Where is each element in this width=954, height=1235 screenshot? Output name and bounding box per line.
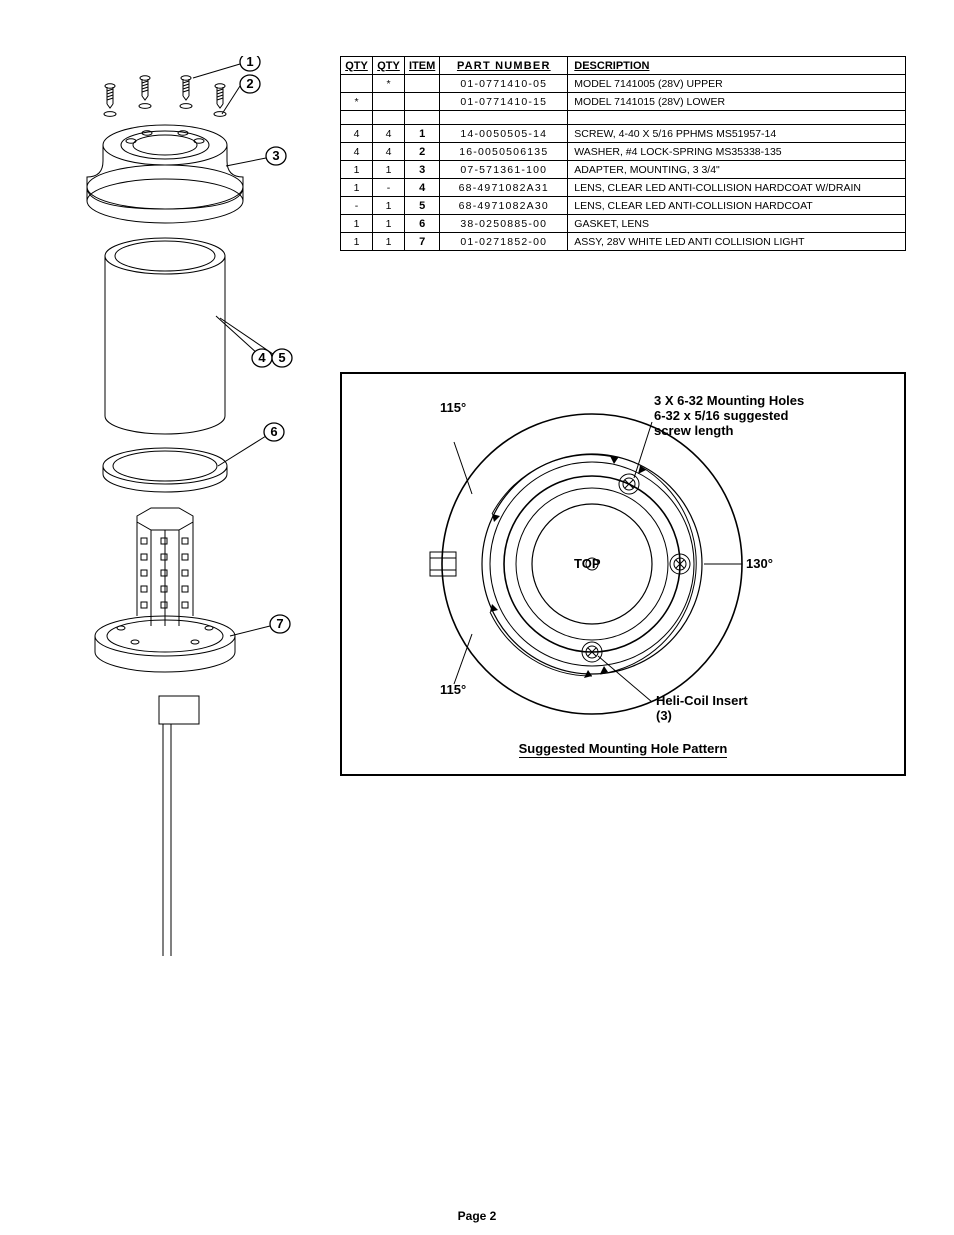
page: 1 2 3 4 5 6 7 QTY QTY ITEM PART NUMBER D… [0, 0, 954, 1235]
table-row: 1 - 4 68-4971082A31 LENS, CLEAR LED ANTI… [341, 179, 906, 197]
mounting-holes-note: 3 X 6-32 Mounting Holes 6-32 x 5/16 sugg… [654, 394, 804, 439]
parts-table: QTY QTY ITEM PART NUMBER DESCRIPTION * 0… [340, 56, 906, 251]
mounting-caption: Suggested Mounting Hole Pattern [342, 741, 904, 756]
table-row: 4 4 2 16-0050506135 WASHER, #4 LOCK-SPRI… [341, 143, 906, 161]
angle-label-115-bottom: 115° [440, 682, 466, 697]
header-partnumber: PART NUMBER [440, 57, 568, 75]
table-row: - 1 5 68-4971082A30 LENS, CLEAR LED ANTI… [341, 197, 906, 215]
svg-text:2: 2 [246, 76, 253, 91]
table-row: 4 4 1 14-0050505-14 SCREW, 4-40 X 5/16 P… [341, 125, 906, 143]
top-label: TOP [574, 556, 601, 571]
table-row: 1 1 7 01-0271852-00 ASSY, 28V WHITE LED … [341, 233, 906, 251]
exploded-view: 1 2 3 4 5 6 7 [48, 56, 318, 976]
angle-label-130: 130° [746, 556, 773, 571]
mounting-svg [342, 374, 904, 774]
header-qty2: QTY [373, 57, 405, 75]
parts-tbody: * 01-0771410-05 MODEL 7141005 (28V) UPPE… [341, 75, 906, 251]
table-row: * 01-0771410-05 MODEL 7141005 (28V) UPPE… [341, 75, 906, 93]
table-row: * 01-0771410-15 MODEL 7141015 (28V) LOWE… [341, 93, 906, 111]
svg-text:1: 1 [246, 56, 253, 69]
header-description: DESCRIPTION [568, 57, 906, 75]
svg-text:7: 7 [276, 616, 283, 631]
header-qty1: QTY [341, 57, 373, 75]
exploded-svg: 1 2 3 4 5 6 7 [48, 56, 318, 976]
mounting-diagram: 115° 115° 130° TOP 3 X 6-32 Mounting Hol… [340, 372, 906, 776]
svg-text:5: 5 [278, 350, 285, 365]
table-blank-row [341, 111, 906, 125]
table-row: 1 1 3 07-571361-100 ADAPTER, MOUNTING, 3… [341, 161, 906, 179]
svg-text:6: 6 [270, 424, 277, 439]
angle-label-115-top: 115° [440, 400, 466, 415]
svg-text:4: 4 [258, 350, 266, 365]
page-number: Page 2 [0, 1209, 954, 1223]
header-item: ITEM [405, 57, 440, 75]
svg-text:3: 3 [272, 148, 279, 163]
table-row: 1 1 6 38-0250885-00 GASKET, LENS [341, 215, 906, 233]
helicoil-note: Heli-Coil Insert (3) [656, 694, 748, 724]
parts-header-row: QTY QTY ITEM PART NUMBER DESCRIPTION [341, 57, 906, 75]
